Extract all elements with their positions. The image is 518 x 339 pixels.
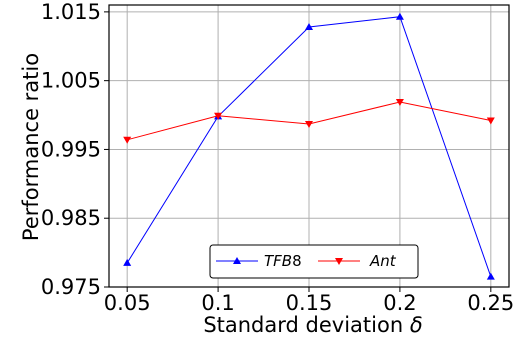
data-point-ant xyxy=(395,98,404,106)
legend-box xyxy=(209,244,419,279)
x-tick-label: 0.25 xyxy=(467,291,514,315)
data-point-tfb8 xyxy=(123,258,132,266)
y-tick-label: 0.975 xyxy=(41,275,101,299)
y-tick-label: 0.985 xyxy=(41,206,101,230)
data-point-tfb8 xyxy=(395,12,404,20)
x-tick-label: 0.1 xyxy=(201,291,234,315)
legend: TFB8 Ant xyxy=(209,244,419,279)
legend-label-tfb8: TFB8 xyxy=(264,252,302,270)
data-point-ant xyxy=(214,112,223,120)
y-tick-label: 1.015 xyxy=(41,0,101,24)
y-tick-label: 1.005 xyxy=(41,69,101,93)
y-tick-label: 0.995 xyxy=(41,137,101,161)
data-point-tfb8 xyxy=(486,272,495,280)
legend-label-ant: Ant xyxy=(369,252,397,270)
data-point-ant xyxy=(123,136,132,144)
series-layer xyxy=(123,12,495,280)
x-tick-label: 0.2 xyxy=(383,291,416,315)
data-point-tfb8 xyxy=(305,23,313,31)
legend-marker-ant xyxy=(335,258,343,265)
axis-ticks: 0.05 0.1 0.15 0.2 0.25 0.975 0.985 0.995 1.005 1.… xyxy=(41,0,514,315)
x-axis-label: Standard deviation δ xyxy=(203,313,422,337)
data-point-ant xyxy=(486,117,495,125)
x-tick-label: 0.05 xyxy=(104,291,151,315)
y-axis-label: Performance ratio xyxy=(19,53,43,241)
x-tick-label: 0.15 xyxy=(286,291,333,315)
legend-marker-tfb8 xyxy=(233,257,241,264)
data-point-ant xyxy=(305,120,313,128)
